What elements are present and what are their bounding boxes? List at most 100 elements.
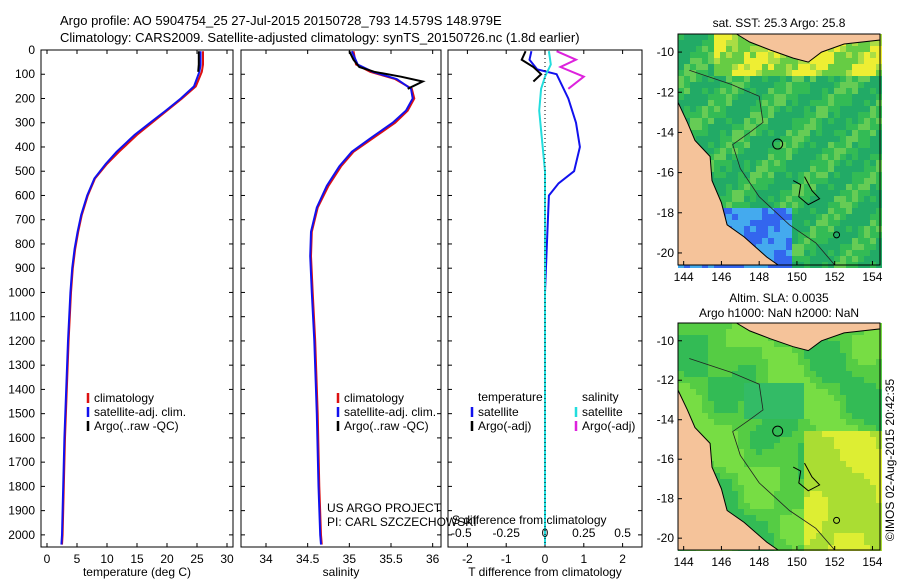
sst-map-heat-cell (834, 88, 840, 94)
sst-map-heat-cell (864, 142, 870, 148)
sst-map-heat-cell (870, 124, 876, 130)
sla-map-heat-cell (786, 485, 792, 491)
sst-map-heat-cell (822, 70, 828, 76)
sla-map-heat-cell (846, 485, 852, 491)
sst-map-heat-cell (864, 52, 870, 58)
sla-map-heat-cell (774, 395, 780, 401)
sst-map-heat-cell (702, 64, 708, 70)
sst-map-heat-cell (726, 40, 732, 46)
sst-map-heat-cell (858, 58, 864, 64)
sst-map-heat-cell (804, 244, 810, 250)
sla-map-heat-cell (810, 371, 816, 377)
sst-map-heat-cell (816, 112, 822, 118)
sst-map-heat-cell (708, 82, 714, 88)
sst-map-heat-cell (684, 52, 690, 58)
sst-map-heat-cell (714, 160, 720, 166)
sla-map-heat-cell (798, 377, 804, 383)
sst-map-heat-cell (804, 130, 810, 136)
sla-map-heat-cell (756, 407, 762, 413)
sst-map-heat-cell (828, 196, 834, 202)
sla-map-heat-cell (816, 527, 822, 533)
sla-map-heat-cell (870, 455, 876, 461)
sla-map-heat-cell (678, 341, 684, 347)
sst-map-heat-cell (738, 100, 744, 106)
sst-map-heat-cell (702, 46, 708, 52)
sst-map-heat-cell (768, 76, 774, 82)
sla-map-heat-cell (792, 383, 798, 389)
sla-map-heat-cell (786, 509, 792, 515)
sla-map-heat-cell (762, 347, 768, 353)
sst-map-heat-cell (852, 130, 858, 136)
sla-map-heat-cell (828, 521, 834, 527)
sla-map-heat-cell (762, 479, 768, 485)
sla-map-heat-cell (798, 395, 804, 401)
sst-map-heat-cell (774, 244, 780, 250)
sst-map-heat-cell (834, 214, 840, 220)
sla-map-heat-cell (756, 437, 762, 443)
sst-map-heat-cell (858, 172, 864, 178)
sst-map-heat-cell (774, 94, 780, 100)
sla-map-heat-cell (846, 431, 852, 437)
sst-map-heat-cell (762, 232, 768, 238)
sst-map-heat-cell (744, 172, 750, 178)
sla-map-heat-cell (678, 383, 684, 389)
sla-map-heat-cell (792, 545, 798, 551)
sla-map-heat-cell (822, 479, 828, 485)
legend-label: Argo(-adj) (582, 419, 635, 433)
depth-tick-label: 2000 (8, 528, 35, 542)
sst-map-heat-cell (720, 184, 726, 190)
sla-map-heat-cell (804, 467, 810, 473)
sla-map-heat-cell (756, 431, 762, 437)
sla-map-heat-cell (858, 413, 864, 419)
sst-map-heat-cell (792, 112, 798, 118)
sst-map-heat-cell (738, 112, 744, 118)
sst-map-heat-cell (726, 142, 732, 148)
sla-map-heat-cell (696, 365, 702, 371)
sst-map-heat-cell (846, 136, 852, 142)
sla-map-heat-cell (762, 443, 768, 449)
sst-map-heat-cell (846, 208, 852, 214)
sla-map-heat-cell (852, 509, 858, 515)
sla-map-heat-cell (858, 371, 864, 377)
sla-map-heat-cell (780, 527, 786, 533)
depth-tick-label: 600 (15, 188, 35, 202)
sla-map-heat-cell (840, 527, 846, 533)
sla-map-heat-cell (768, 533, 774, 539)
sla-map-heat-cell (690, 347, 696, 353)
sla-map-heat-cell (714, 353, 720, 359)
sst-map-heat-cell (744, 196, 750, 202)
sla-map-secondary-marker (833, 516, 841, 524)
sla-map-heat-cell (816, 455, 822, 461)
sst-map-heat-cell (774, 148, 780, 154)
sst-map-heat-cell (822, 184, 828, 190)
sst-map-ytick-label: -12 (657, 85, 675, 99)
sst-map-heat-cell (768, 214, 774, 220)
sst-map-heat-cell (786, 124, 792, 130)
sst-map-heat-cell (768, 196, 774, 202)
sst-map-heat-cell (720, 34, 726, 40)
sst-map-heat-cell (756, 100, 762, 106)
depth-tick-label: 1200 (8, 334, 35, 348)
sst-map-heat-cell (834, 178, 840, 184)
sla-map-heat-cell (714, 443, 720, 449)
sla-map-heat-cell (804, 371, 810, 377)
sst-map-heat-cell (786, 112, 792, 118)
sst-map-heat-cell (732, 34, 738, 40)
sla-map-heat-cell (834, 377, 840, 383)
sla-map-heat-cell (828, 407, 834, 413)
sst-map-heat-cell (840, 196, 846, 202)
sla-map-heat-cell (870, 341, 876, 347)
sst-map-heat-cell (804, 184, 810, 190)
sla-map-heat-cell (768, 437, 774, 443)
sst-map-heat-cell (786, 136, 792, 142)
sst-map-heat-cell (786, 142, 792, 148)
temperature-xlabel: temperature (deg C) (83, 565, 191, 579)
sst-map-heat-cell (858, 226, 864, 232)
sla-map-heat-cell (852, 431, 858, 437)
sla-map-heat-cell (732, 347, 738, 353)
sst-map-heat-cell (798, 124, 804, 130)
sst-map-heat-cell (732, 226, 738, 232)
sla-map-heat-cell (828, 443, 834, 449)
sla-map-heat-cell (750, 413, 756, 419)
sla-map-heat-cell (822, 485, 828, 491)
